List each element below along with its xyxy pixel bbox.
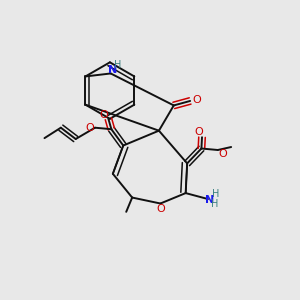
- Text: H: H: [211, 200, 218, 209]
- Text: H: H: [212, 189, 219, 199]
- Text: O: O: [192, 95, 201, 105]
- Text: H: H: [114, 59, 122, 70]
- Text: O: O: [194, 128, 203, 137]
- Text: O: O: [219, 148, 227, 159]
- Text: O: O: [157, 204, 165, 214]
- Text: N: N: [107, 65, 117, 76]
- Text: O: O: [85, 123, 94, 133]
- Text: N: N: [205, 195, 214, 205]
- Text: O: O: [100, 110, 109, 120]
